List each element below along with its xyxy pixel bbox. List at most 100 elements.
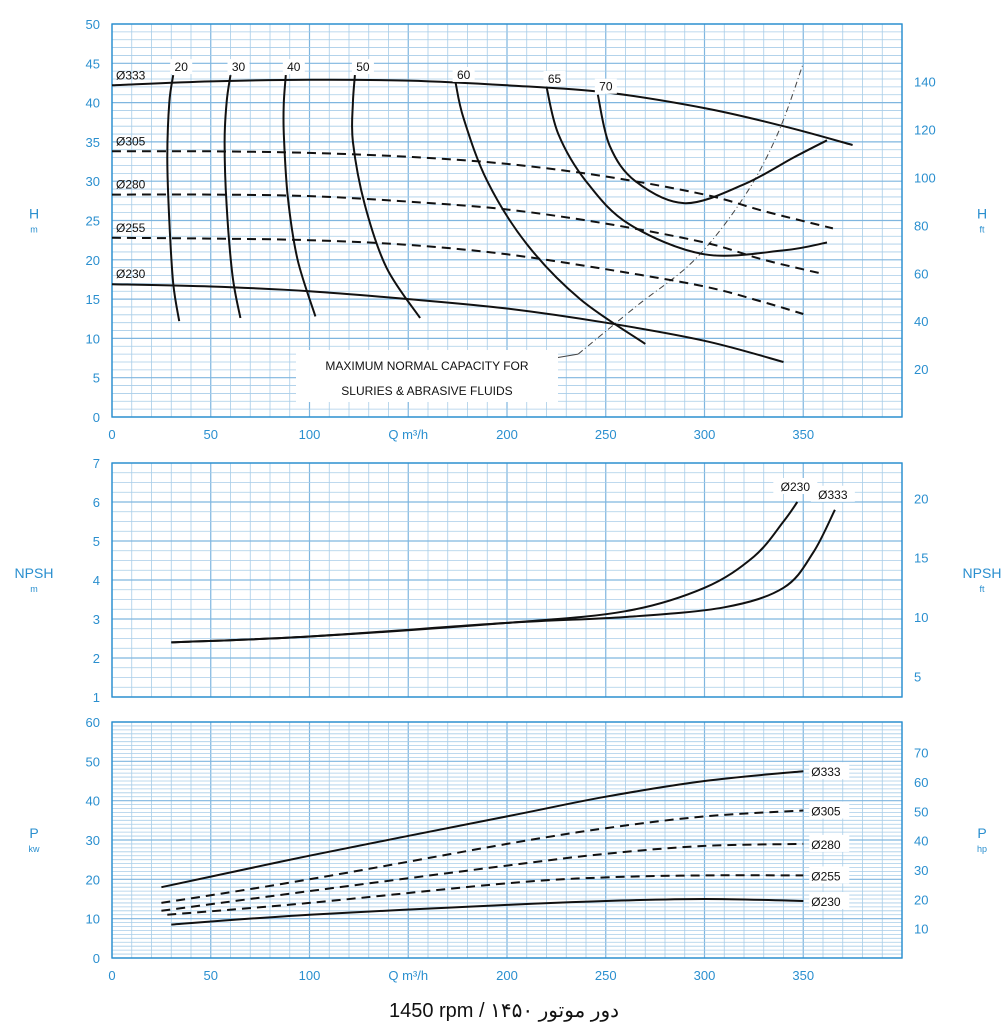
efficiency-label: 30 <box>232 60 246 74</box>
y-tick-label: 5 <box>93 534 100 549</box>
y-tick-label: 5 <box>93 371 100 386</box>
y-axis-label: H <box>29 206 39 222</box>
x-tick-label: 300 <box>694 968 716 983</box>
y2-axis-label: NPSH <box>963 565 1002 581</box>
efficiency-label: 65 <box>548 72 562 86</box>
x-tick-label: 350 <box>792 427 814 442</box>
y-tick-label: 15 <box>86 292 100 307</box>
series-curve <box>171 897 804 926</box>
y-tick-label: 30 <box>86 174 100 189</box>
efficiency-label-bg <box>452 66 475 82</box>
y2-tick-label: 60 <box>914 775 928 790</box>
y-tick-label: 10 <box>86 331 100 346</box>
series-label: Ø230 <box>781 480 811 494</box>
y2-tick-label: 120 <box>914 123 936 138</box>
y2-axis-label: H <box>977 206 987 222</box>
series-label: Ø305 <box>811 805 841 819</box>
capacity-note-line2: SLURIES & ABRASIVE FLUIDS <box>341 384 512 398</box>
series-label: Ø255 <box>811 869 841 883</box>
series-label-bg <box>809 834 850 852</box>
series-label: Ø280 <box>116 178 146 192</box>
y-tick-label: 3 <box>93 612 100 627</box>
y2-axis-unit: hp <box>977 844 987 854</box>
x-axis-label: Q m³/h <box>388 968 428 983</box>
x-tick-label: 0 <box>108 968 115 983</box>
efficiency-label: 40 <box>287 60 301 74</box>
y2-tick-label: 10 <box>914 610 928 625</box>
y2-tick-label: 40 <box>914 314 928 329</box>
y2-tick-label: 100 <box>914 170 936 185</box>
efficiency-label: 60 <box>457 68 471 82</box>
capacity-note-line1: MAXIMUM NORMAL CAPACITY FOR <box>325 359 528 373</box>
series-label-bg <box>809 762 850 780</box>
y-tick-label: 40 <box>86 96 100 111</box>
x-tick-label: 250 <box>595 427 617 442</box>
x-tick-label: 100 <box>299 427 321 442</box>
x-axis-label: Q m³/h <box>388 427 428 442</box>
y-tick-label: 7 <box>93 456 100 471</box>
efficiency-label-bg <box>282 59 305 75</box>
y-tick-label: 50 <box>86 17 100 32</box>
y-axis-unit: kw <box>29 844 41 854</box>
x-tick-label: 300 <box>694 427 716 442</box>
series-label: Ø230 <box>811 895 841 909</box>
y2-tick-label: 60 <box>914 266 928 281</box>
series-label: Ø280 <box>811 838 841 852</box>
x-tick-label: 50 <box>204 427 218 442</box>
efficiency-label: 70 <box>599 80 613 94</box>
plot-frame <box>111 721 903 959</box>
efficiency-curve <box>350 75 421 319</box>
y2-tick-label: 80 <box>914 218 928 233</box>
efficiency-curve <box>282 75 317 317</box>
efficiency-label-bg <box>351 59 374 75</box>
series-curve <box>111 150 834 230</box>
x-tick-label: 100 <box>299 968 321 983</box>
efficiency-curve <box>545 86 828 257</box>
series-label-bg <box>810 485 855 502</box>
speed-caption: 1450 rpm / دور موتور ۱۴۵۰ <box>388 1000 620 1022</box>
y-tick-label: 30 <box>86 833 100 848</box>
y2-tick-label: 30 <box>914 863 928 878</box>
y-axis-unit: m <box>30 584 38 594</box>
y2-axis-label: P <box>977 825 986 841</box>
series-label-bg <box>809 801 850 819</box>
y2-tick-label: 20 <box>914 892 928 907</box>
note-box <box>296 350 558 402</box>
series-curve <box>111 236 804 315</box>
series-curve <box>111 283 784 363</box>
y-tick-label: 20 <box>86 872 100 887</box>
y2-tick-label: 15 <box>914 551 928 566</box>
y-tick-label: 6 <box>93 495 100 510</box>
series-label-bg <box>809 866 850 884</box>
series-curve <box>167 874 804 916</box>
series-curve <box>171 509 836 644</box>
y-tick-label: 35 <box>86 135 100 150</box>
efficiency-label: 20 <box>175 60 189 74</box>
y-axis-label: P <box>29 825 38 841</box>
series-curve <box>161 770 804 889</box>
x-tick-label: 200 <box>496 968 518 983</box>
y-tick-label: 1 <box>93 690 100 705</box>
series-label: Ø333 <box>116 68 146 82</box>
y2-tick-label: 20 <box>914 362 928 377</box>
plot-frame <box>111 462 903 698</box>
x-tick-label: 250 <box>595 968 617 983</box>
plot-frame <box>111 23 903 418</box>
y2-tick-label: 10 <box>914 922 928 937</box>
efficiency-curve <box>166 74 181 322</box>
series-label: Ø333 <box>811 765 841 779</box>
series-curve <box>171 501 799 644</box>
efficiency-label-bg <box>594 78 617 94</box>
y-tick-label: 0 <box>93 410 100 425</box>
y-axis-label: NPSH <box>15 565 54 581</box>
y-tick-label: 2 <box>93 651 100 666</box>
x-tick-label: 350 <box>792 968 814 983</box>
y2-axis-unit: ft <box>979 584 985 594</box>
y2-tick-label: 40 <box>914 834 928 849</box>
y-tick-label: 25 <box>86 214 100 229</box>
series-curve <box>111 78 853 146</box>
y-tick-label: 60 <box>86 715 100 730</box>
y-tick-label: 20 <box>86 253 100 268</box>
note-leader-line <box>554 353 579 359</box>
